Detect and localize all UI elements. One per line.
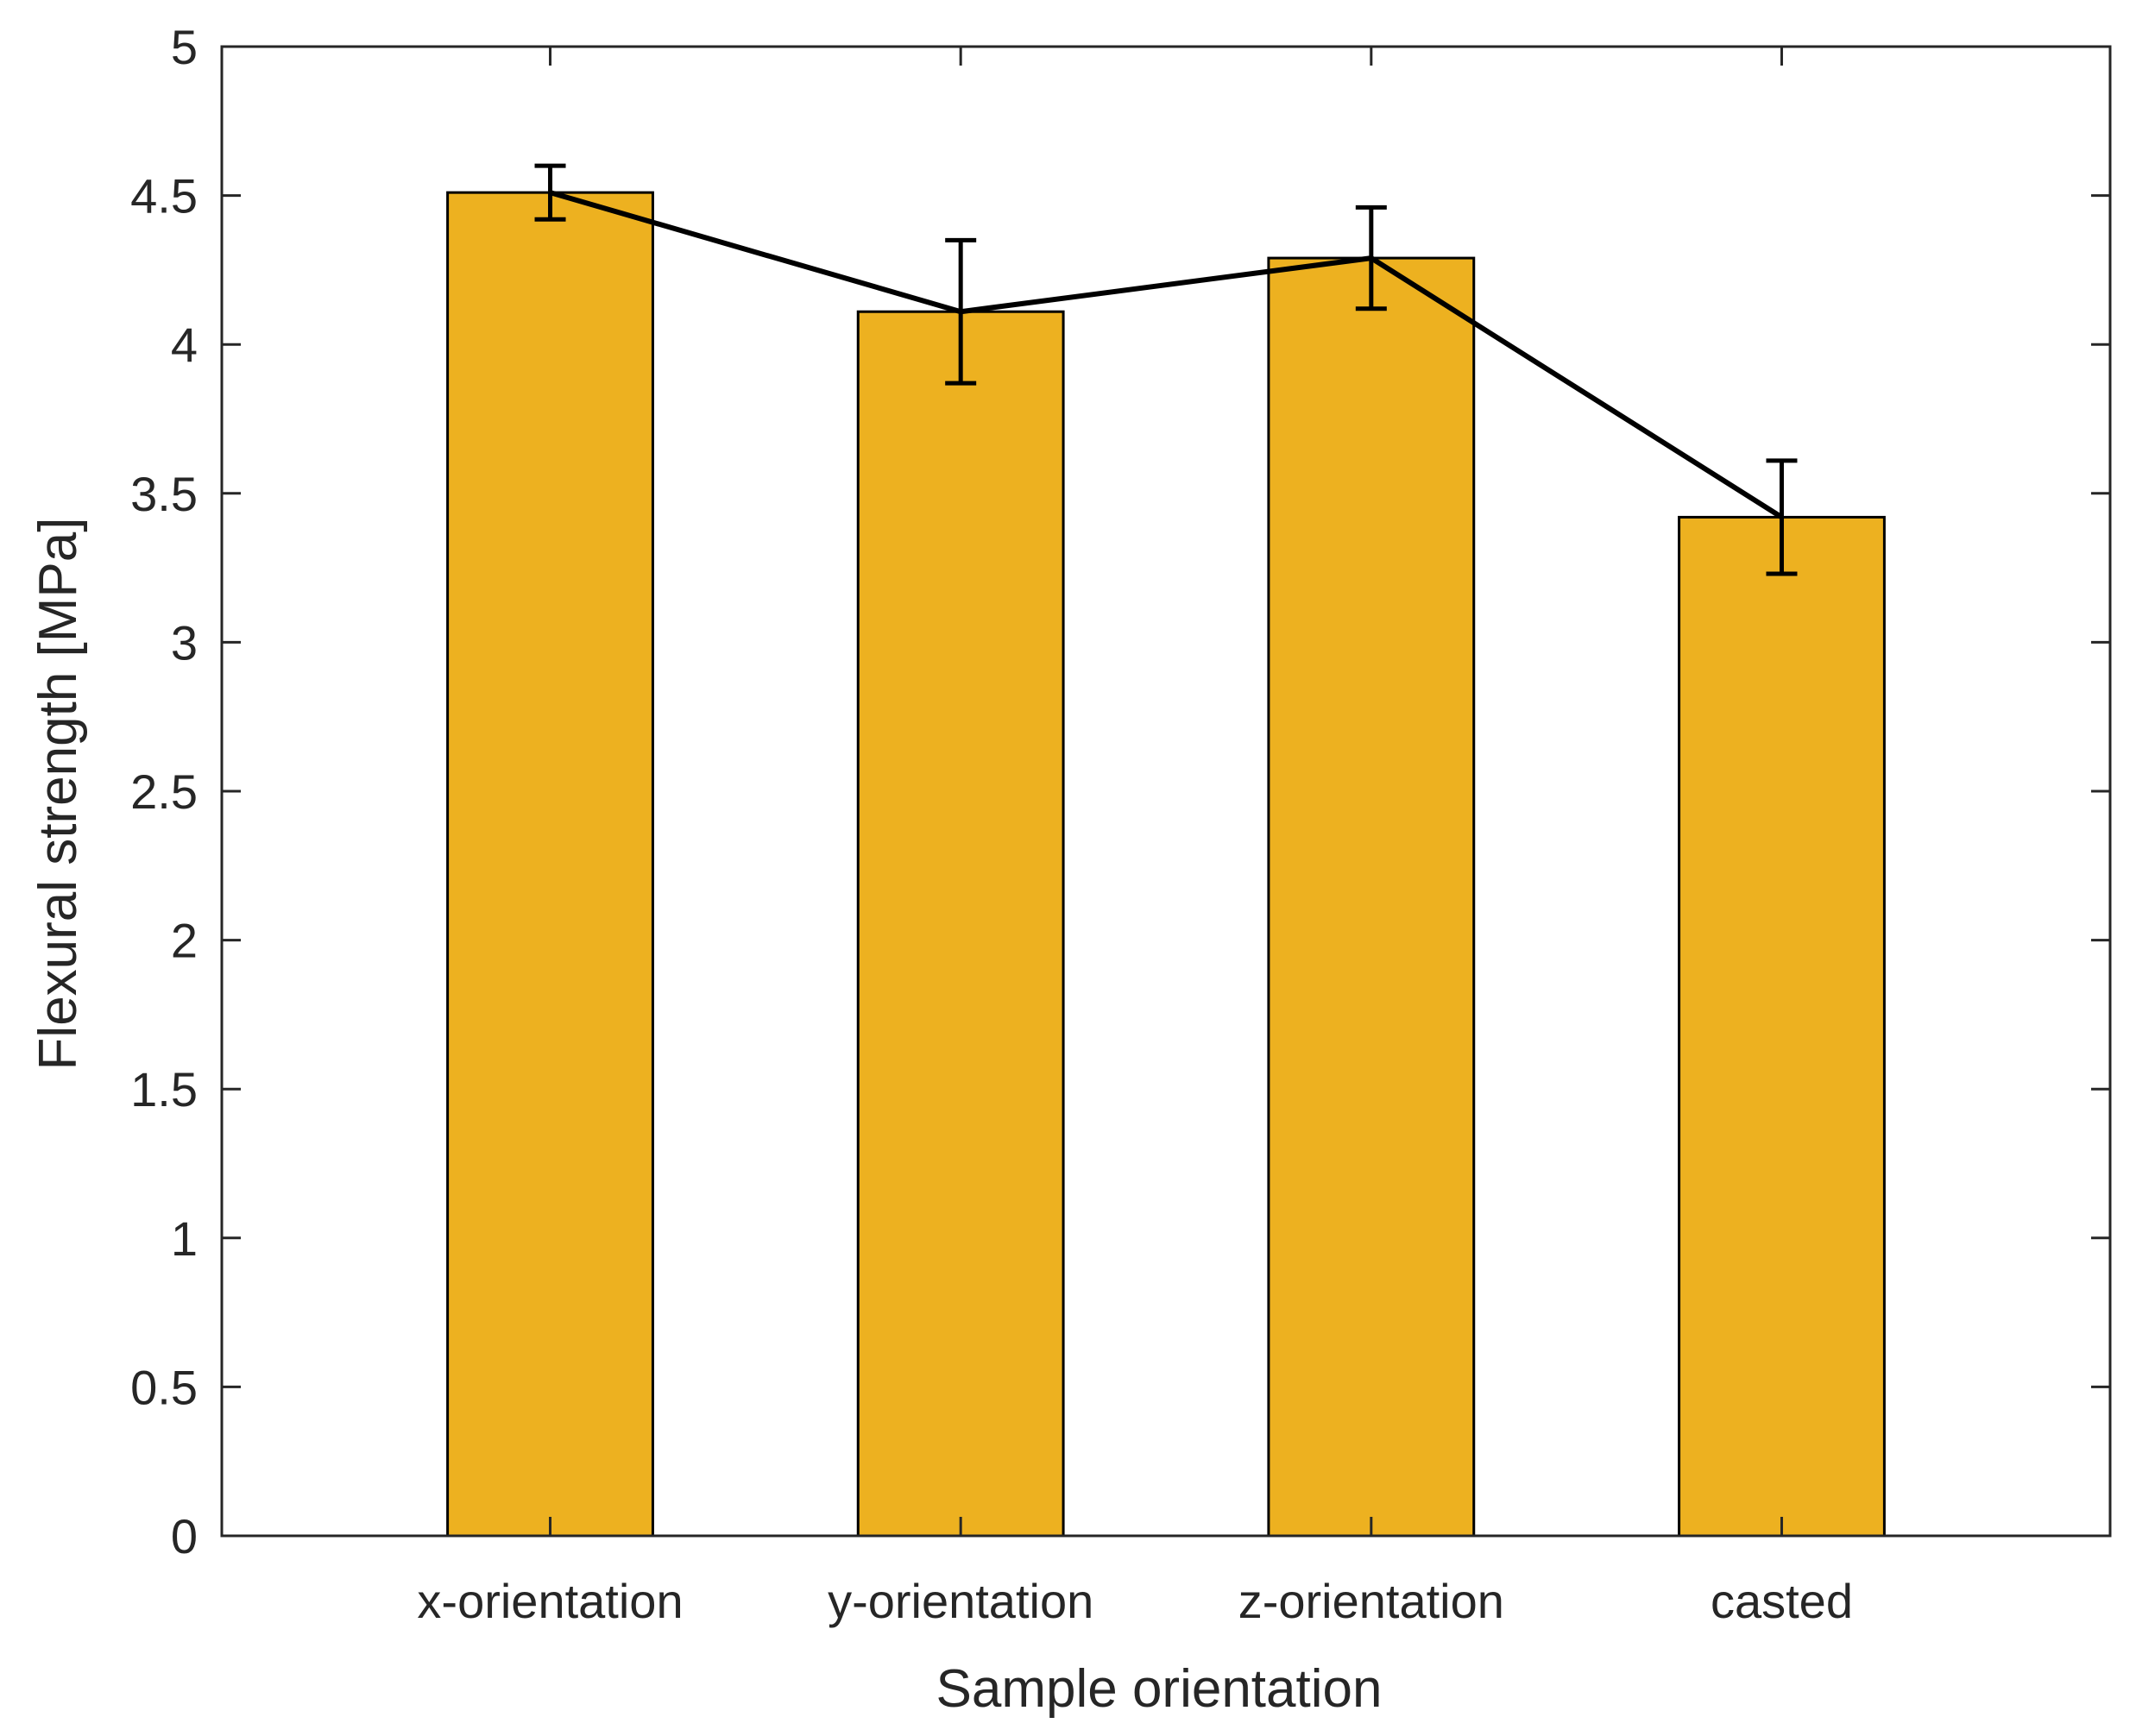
- y-tick-label: 4.5: [130, 169, 198, 223]
- y-tick-label: 5: [171, 20, 198, 74]
- labels-layer: Sample orientation Flexural strength [MP…: [28, 20, 1853, 1719]
- bars-layer: [446, 191, 1886, 1538]
- x-tick-label-x-orientation: x-orientation: [417, 1574, 683, 1628]
- y-tick-label: 0.5: [130, 1360, 198, 1414]
- y-tick-label: 0: [171, 1509, 198, 1563]
- trend-line: [549, 190, 1784, 519]
- y-tick-label: 2.5: [130, 764, 198, 819]
- error-bar-casted: [1766, 458, 1798, 576]
- axes-layer: [220, 45, 2112, 1538]
- bar-casted: [1678, 515, 1886, 1538]
- y-tick-label: 4: [171, 318, 198, 372]
- y-tick-label: 3.5: [130, 467, 198, 521]
- y-tick-label: 1.5: [130, 1062, 198, 1116]
- error-bar-y-orientation: [945, 237, 977, 386]
- error-bar-x-orientation: [534, 163, 566, 222]
- x-tick-label-y-orientation: y-orientation: [828, 1574, 1093, 1628]
- trend-line-layer: [549, 190, 1784, 519]
- error-bars-layer: [534, 163, 1798, 576]
- error-bar-z-orientation: [1355, 204, 1387, 311]
- y-axis-title: Flexural strength [MPa]: [28, 518, 88, 1071]
- x-axis-title: Sample orientation: [936, 1659, 1383, 1719]
- bar-x-orientation: [446, 191, 654, 1538]
- bar-z-orientation: [1267, 256, 1476, 1538]
- bar-y-orientation: [856, 310, 1065, 1538]
- y-tick-label: 2: [171, 914, 198, 968]
- x-tick-label-casted: casted: [1711, 1574, 1853, 1628]
- x-tick-label-z-orientation: z-orientation: [1238, 1574, 1504, 1628]
- y-tick-label: 1: [171, 1211, 198, 1266]
- y-tick-label: 3: [171, 615, 198, 670]
